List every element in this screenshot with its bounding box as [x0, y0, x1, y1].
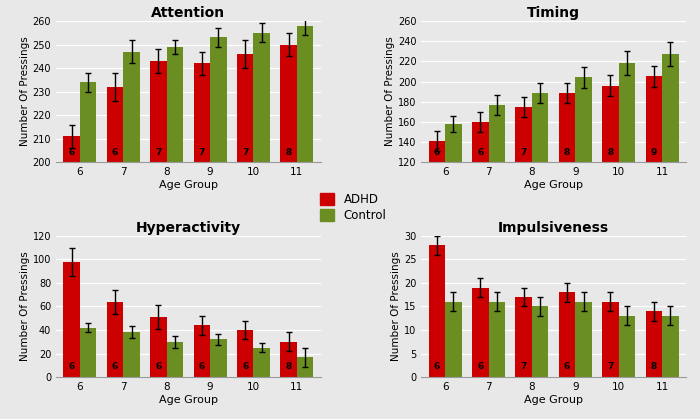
Title: Attention: Attention — [151, 6, 225, 20]
Bar — [80, 82, 97, 419]
Bar — [297, 26, 314, 419]
Bar — [428, 141, 445, 283]
Text: 8: 8 — [286, 147, 292, 157]
Bar — [150, 61, 167, 419]
Bar — [532, 93, 548, 283]
Title: Timing: Timing — [527, 6, 580, 20]
Bar — [472, 122, 489, 283]
Bar — [123, 52, 140, 419]
Text: 7: 7 — [155, 147, 162, 157]
Bar — [445, 302, 462, 377]
Text: 6: 6 — [69, 362, 75, 372]
Text: 6: 6 — [155, 362, 162, 372]
Text: 7: 7 — [608, 362, 614, 372]
Bar — [532, 306, 548, 377]
Bar — [237, 54, 253, 419]
Bar — [150, 317, 167, 377]
Text: 7: 7 — [521, 362, 527, 372]
Text: 6: 6 — [112, 147, 118, 157]
Text: 7: 7 — [521, 147, 527, 157]
Bar — [167, 342, 183, 377]
Bar — [662, 316, 678, 377]
Bar — [489, 302, 505, 377]
Bar — [237, 330, 253, 377]
Title: Hyperactivity: Hyperactivity — [136, 221, 241, 235]
X-axis label: Age Group: Age Group — [159, 395, 218, 405]
Y-axis label: Number Of Pressings: Number Of Pressings — [391, 251, 401, 361]
Bar — [619, 63, 635, 283]
Bar — [645, 311, 662, 377]
Bar — [662, 54, 678, 283]
Bar — [280, 44, 297, 419]
Bar — [575, 78, 592, 283]
Bar — [645, 77, 662, 283]
Bar — [559, 292, 575, 377]
Text: 6: 6 — [434, 362, 440, 372]
Text: 9: 9 — [651, 147, 657, 157]
Bar — [64, 136, 80, 419]
Text: 8: 8 — [608, 147, 614, 157]
Bar — [210, 339, 227, 377]
Bar — [602, 85, 619, 283]
Bar — [210, 37, 227, 419]
Y-axis label: Number Of Pressings: Number Of Pressings — [20, 251, 30, 361]
Bar — [515, 297, 532, 377]
Text: 6: 6 — [434, 147, 440, 157]
X-axis label: Age Group: Age Group — [159, 180, 218, 190]
Y-axis label: Number Of Pressings: Number Of Pressings — [385, 37, 395, 147]
Bar — [428, 245, 445, 377]
Bar — [194, 325, 210, 377]
Text: 7: 7 — [199, 147, 205, 157]
Text: 6: 6 — [112, 362, 118, 372]
Legend: ADHD, Control: ADHD, Control — [321, 193, 386, 222]
Bar — [253, 348, 270, 377]
Bar — [194, 63, 210, 419]
Text: 6: 6 — [199, 362, 205, 372]
Text: 8: 8 — [286, 362, 292, 372]
Text: 6: 6 — [477, 147, 484, 157]
Y-axis label: Number Of Pressings: Number Of Pressings — [20, 37, 29, 147]
Bar — [107, 87, 123, 419]
Title: Impulsiveness: Impulsiveness — [498, 221, 609, 235]
Text: 6: 6 — [242, 362, 248, 372]
Text: 6: 6 — [564, 362, 570, 372]
Bar — [619, 316, 635, 377]
Bar — [253, 33, 270, 419]
Bar — [167, 47, 183, 419]
Text: 6: 6 — [69, 147, 75, 157]
Text: 6: 6 — [477, 362, 484, 372]
X-axis label: Age Group: Age Group — [524, 180, 583, 190]
Bar — [107, 302, 123, 377]
Bar — [602, 302, 619, 377]
Bar — [297, 357, 314, 377]
Bar — [472, 287, 489, 377]
Bar — [559, 93, 575, 283]
Bar — [80, 328, 97, 377]
Text: 8: 8 — [564, 147, 570, 157]
Bar — [64, 262, 80, 377]
X-axis label: Age Group: Age Group — [524, 395, 583, 405]
Bar — [575, 302, 592, 377]
Bar — [280, 342, 297, 377]
Text: 8: 8 — [651, 362, 657, 372]
Bar — [515, 107, 532, 283]
Text: 7: 7 — [242, 147, 248, 157]
Bar — [489, 105, 505, 283]
Bar — [123, 332, 140, 377]
Bar — [445, 124, 462, 283]
